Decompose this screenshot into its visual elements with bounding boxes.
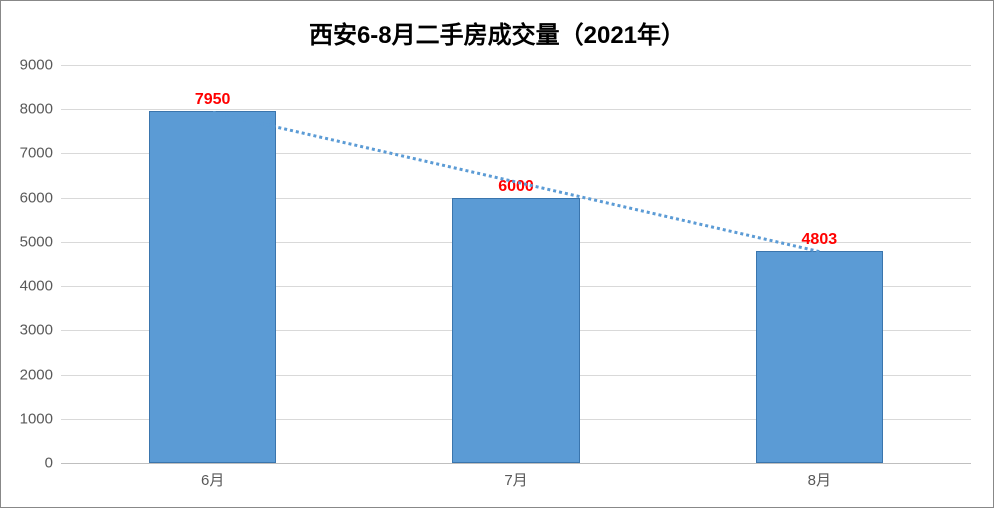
y-tick-label: 0 xyxy=(45,455,61,472)
y-tick-label: 4000 xyxy=(20,278,61,295)
x-tick-label: 8月 xyxy=(808,463,831,490)
y-tick-label: 1000 xyxy=(20,410,61,427)
chart: 西安6-8月二手房成交量（2021年） 01000200030004000500… xyxy=(1,1,993,507)
data-label: 7950 xyxy=(195,91,231,111)
y-tick-label: 9000 xyxy=(20,57,61,74)
x-tick-label: 7月 xyxy=(504,463,527,490)
y-tick-label: 5000 xyxy=(20,233,61,250)
y-tick-label: 6000 xyxy=(20,189,61,206)
bar xyxy=(149,111,276,463)
y-tick-label: 8000 xyxy=(20,101,61,118)
y-tick-label: 7000 xyxy=(20,145,61,162)
x-tick-label: 6月 xyxy=(201,463,224,490)
bar xyxy=(756,251,883,463)
plot-area: 0100020003000400050006000700080009000795… xyxy=(61,65,971,463)
gridline xyxy=(61,65,971,66)
chart-title: 西安6-8月二手房成交量（2021年） xyxy=(1,1,993,50)
y-tick-label: 3000 xyxy=(20,322,61,339)
y-tick-label: 2000 xyxy=(20,366,61,383)
bar xyxy=(452,198,579,463)
